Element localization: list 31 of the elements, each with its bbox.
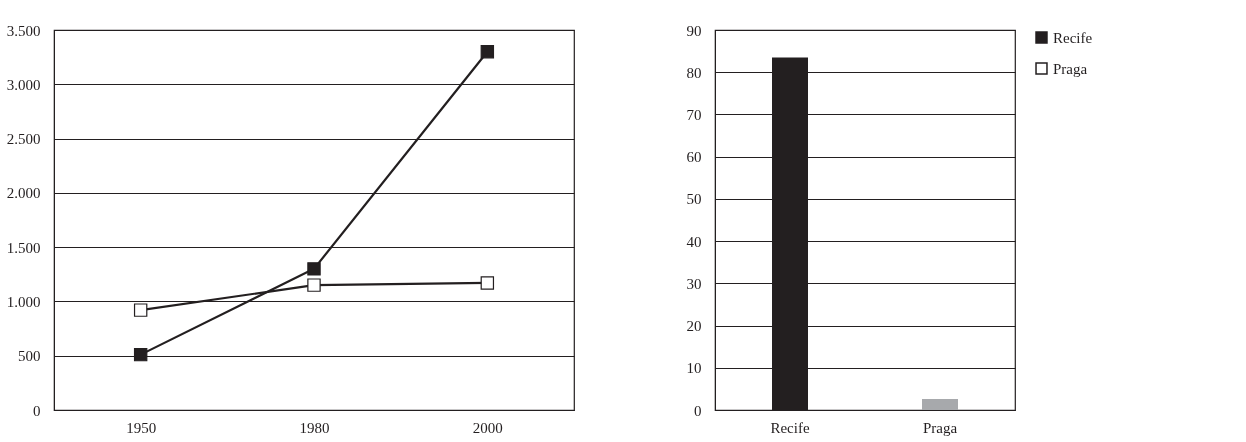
y-tick-label: 50 — [686, 191, 702, 208]
y-tick-label: 3.000 — [6, 76, 41, 93]
x-tick-label: Praga — [922, 419, 958, 436]
y-tick-label: 70 — [686, 106, 702, 123]
legend-label: Recife — [1053, 29, 1093, 46]
point — [307, 278, 321, 292]
x-tick-label: 1950 — [126, 419, 157, 436]
y-tick-label: 90 — [686, 22, 702, 39]
point — [133, 303, 148, 317]
y-tick-label: 500 — [18, 348, 41, 365]
x-tick-label: 1980 — [299, 419, 330, 436]
y-tick-label: 1.000 — [6, 293, 41, 310]
x-tick-label: 2000 — [472, 419, 503, 436]
y-tick-label: 2.500 — [6, 131, 41, 148]
y-tick-label: 30 — [686, 275, 702, 292]
y-tick-label: 3.500 — [6, 22, 41, 39]
y-tick-label: 40 — [686, 233, 702, 250]
y-tick-label: 20 — [686, 318, 702, 335]
x-tick-label: Recife — [770, 419, 810, 436]
y-tick-label: 2.000 — [6, 185, 41, 202]
y-tick-label: 80 — [686, 64, 702, 81]
y-tick-label: 1.500 — [6, 239, 41, 256]
point — [307, 262, 321, 276]
point — [480, 44, 495, 59]
point — [480, 276, 495, 290]
legend-label: Praga — [1053, 60, 1088, 77]
y-tick-label: 0 — [694, 402, 702, 419]
y-tick-label: 0 — [33, 402, 41, 419]
y-tick-label: 60 — [686, 149, 702, 166]
point — [133, 347, 148, 362]
y-tick-label: 10 — [686, 360, 702, 377]
